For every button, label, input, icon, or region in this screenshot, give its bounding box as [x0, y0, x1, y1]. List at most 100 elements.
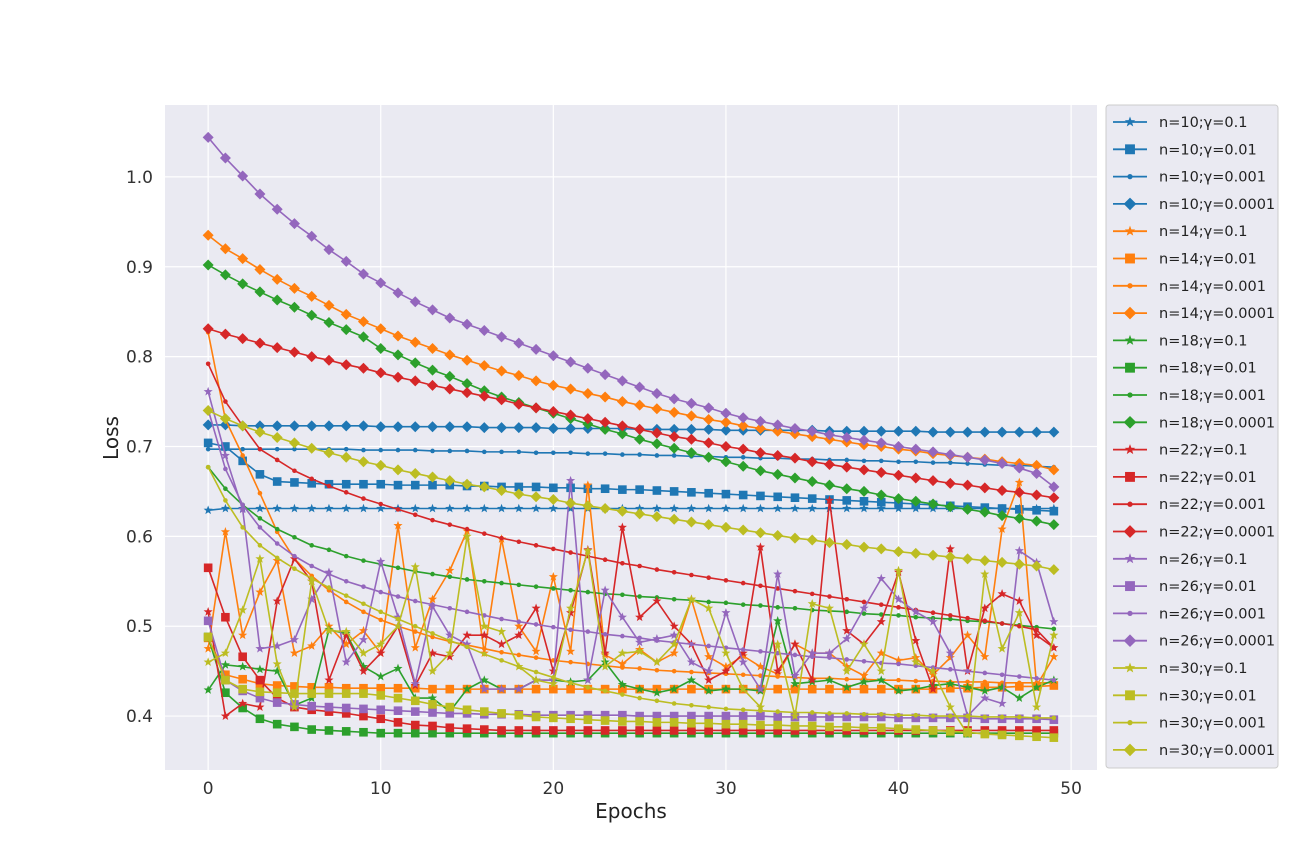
data-point-star [255, 503, 265, 513]
data-point-dot [568, 587, 573, 593]
x-tick-label: 20 [543, 779, 565, 799]
data-point-diamond [962, 426, 974, 438]
data-point-square [410, 707, 420, 716]
plot-area [165, 105, 1097, 770]
data-point-square [583, 726, 593, 735]
data-point-star [514, 630, 524, 640]
data-point-diamond [323, 244, 335, 256]
data-point-diamond [202, 259, 214, 271]
y-tick-label: 0.7 [126, 437, 153, 457]
data-point-star [445, 648, 455, 658]
data-point-dot [240, 453, 245, 458]
data-point-dot [585, 629, 591, 634]
data-point-square [462, 728, 472, 738]
data-point-diamond [616, 420, 628, 432]
data-point-square [687, 718, 696, 728]
data-point-dot [1127, 392, 1133, 398]
data-point-star [479, 503, 489, 513]
data-point-square [618, 726, 627, 735]
data-point-dot [343, 446, 349, 452]
data-point-star [755, 684, 766, 693]
data-point-star [738, 503, 748, 513]
data-point-square [807, 712, 817, 722]
data-point-square [428, 728, 437, 738]
data-point-diamond [254, 263, 266, 275]
data-point-square [324, 702, 334, 712]
data-point-diamond [340, 308, 352, 320]
data-point-square [721, 711, 731, 721]
data-point-dot [982, 679, 988, 685]
data-point-square [238, 456, 247, 466]
data-point-square [221, 442, 230, 451]
data-point-dot [637, 695, 642, 701]
series [205, 446, 1057, 470]
data-point-star [255, 643, 265, 653]
data-point-square [359, 683, 368, 693]
data-point-star [893, 503, 904, 513]
data-point-square [894, 724, 903, 733]
data-point-diamond [720, 416, 732, 428]
data-point-square [359, 704, 368, 714]
data-point-square [531, 684, 541, 694]
legend-item: n=30;γ=0.0001 [1113, 743, 1275, 759]
data-point-square [497, 709, 506, 718]
data-point-square [203, 438, 213, 448]
data-point-diamond [599, 423, 611, 435]
data-point-dot [620, 633, 625, 639]
data-point-star [358, 625, 369, 635]
data-point-star [238, 605, 248, 614]
legend-item: n=22;γ=0.001 [1113, 497, 1266, 513]
data-point-star [496, 639, 507, 649]
data-point-star [566, 607, 576, 617]
data-point-dot [464, 526, 470, 532]
data-point-dot [378, 609, 384, 615]
series [203, 495, 1059, 720]
data-point-dot [775, 586, 781, 591]
data-point-diamond [1031, 515, 1043, 527]
data-point-star [876, 616, 886, 626]
data-point-star [773, 639, 783, 649]
data-point-square [445, 702, 455, 712]
data-point-star [721, 684, 731, 693]
data-point-diamond [323, 316, 335, 328]
data-point-square [997, 730, 1007, 740]
data-point-diamond [616, 375, 628, 387]
data-point-star [341, 630, 351, 640]
data-point-star [255, 702, 265, 711]
data-point-star [945, 702, 955, 711]
data-point-star [755, 542, 766, 552]
data-point-star [307, 503, 317, 513]
data-point-dot [982, 618, 988, 624]
data-point-dot [551, 624, 556, 630]
data-point-star [462, 684, 472, 693]
data-point-dot [740, 602, 746, 607]
data-point-diamond [996, 556, 1008, 568]
legend-item: n=26;γ=0.01 [1113, 579, 1257, 595]
data-point-diamond [254, 420, 266, 432]
data-point-star [479, 684, 489, 693]
data-point-square [825, 712, 834, 722]
data-point-dot [516, 664, 522, 669]
data-point-square [324, 726, 334, 735]
data-point-diamond [323, 299, 335, 311]
data-point-square [497, 726, 506, 735]
data-point-square [876, 684, 886, 694]
data-point-diamond [979, 482, 991, 494]
data-point-star [980, 603, 990, 613]
data-point-star [790, 711, 800, 720]
data-point-dot [999, 672, 1005, 678]
data-point-dot [240, 525, 245, 530]
data-point-square [738, 490, 748, 500]
data-point-dot [740, 647, 746, 652]
data-point-square [635, 711, 644, 721]
data-point-dot [499, 535, 504, 541]
data-point-star [704, 651, 714, 661]
data-point-dot [982, 670, 988, 676]
data-point-diamond [237, 420, 249, 432]
data-point-star [514, 503, 524, 513]
data-point-star [220, 648, 230, 658]
data-point-square [876, 497, 886, 507]
data-point-diamond [1031, 459, 1043, 471]
data-point-star [790, 678, 800, 688]
